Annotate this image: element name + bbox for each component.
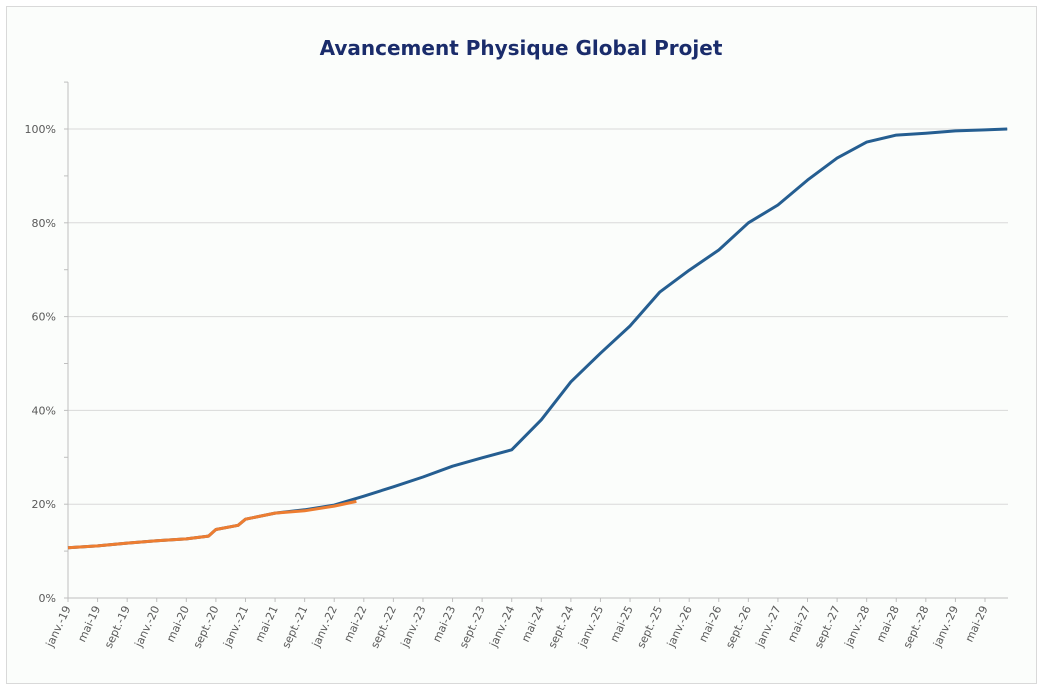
x-tick-label: sept.-23 — [457, 604, 488, 651]
x-tick-label: janv.-25 — [575, 604, 606, 650]
chart-area — [6, 6, 1037, 684]
x-tick-label: mai-23 — [430, 604, 458, 644]
x-tick-label: janv.-20 — [132, 604, 163, 650]
chart-title: Avancement Physique Global Projet — [319, 36, 723, 60]
x-tick-label: janv.-28 — [842, 604, 873, 650]
series-line-actual — [67, 499, 357, 550]
x-tick-label: sept.-20 — [191, 604, 222, 651]
x-tick-label: janv.-21 — [220, 604, 251, 650]
x-tick-label: sept.-25 — [634, 604, 665, 651]
series-line-planned — [67, 127, 1008, 550]
x-tick-label: mai-22 — [341, 604, 369, 644]
x-tick-label: sept.-26 — [723, 604, 754, 651]
x-tick-label: janv.-23 — [398, 604, 429, 650]
x-tick-label: mai-28 — [874, 604, 902, 644]
x-tick-label: mai-24 — [519, 604, 547, 644]
y-tick-label: 100% — [25, 123, 56, 136]
x-tick-label: sept.-19 — [102, 604, 133, 651]
x-tick-label: mai-29 — [963, 604, 991, 644]
x-tick-label: janv.-19 — [43, 604, 74, 650]
x-tick-label: janv.-27 — [753, 604, 784, 650]
series-lines — [67, 127, 1008, 550]
x-tick-label: sept.-27 — [812, 604, 843, 651]
x-tick-label: mai-26 — [696, 604, 724, 644]
x-tick-label: mai-20 — [164, 604, 192, 644]
x-tick-label: janv.-26 — [664, 604, 695, 650]
x-tick-label: janv.-22 — [309, 604, 340, 650]
axes: 0% 20% 40% 60% 80% 100% janv.-19 mai-19sept.-19… — [25, 81, 1008, 651]
y-tick-label: 80% — [32, 217, 56, 230]
x-tick-label: janv.-24 — [487, 604, 518, 650]
x-tick-label: mai-25 — [608, 604, 636, 644]
y-tick-label: 0% — [39, 592, 56, 605]
x-tick-label: sept.-24 — [546, 604, 577, 651]
y-tick-label: 40% — [32, 404, 56, 417]
gridlines — [68, 128, 1008, 505]
y-tick-label: 20% — [32, 498, 56, 511]
x-tick-label: mai-27 — [785, 604, 813, 644]
x-tick-label: janv.-29 — [930, 604, 961, 650]
x-tick-label: mai-21 — [253, 604, 281, 644]
y-tick-label: 60% — [32, 311, 56, 324]
x-tick-label: sept.-21 — [279, 604, 310, 651]
x-tick-label: sept.-28 — [901, 604, 932, 651]
x-tick-label: sept.-22 — [368, 604, 399, 651]
x-tick-label: mai-19 — [75, 604, 103, 644]
